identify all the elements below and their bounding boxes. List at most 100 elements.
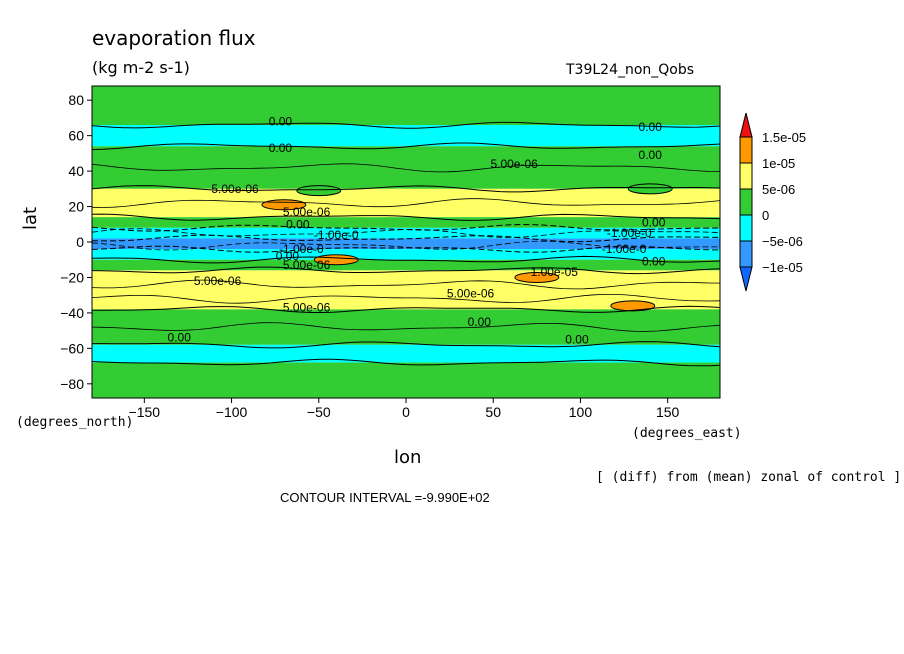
contour-line-12	[91, 358, 721, 367]
colorbar-label-1: 1e-05	[762, 156, 795, 171]
contour-labels: 0.00 0.000.000.005.00e-065.00e-065.00e-06…	[168, 114, 666, 346]
x-axis-label: lon	[394, 447, 422, 468]
colorbar-label-3: 0	[762, 208, 769, 223]
colorbar-label-0: 1.5e-05	[762, 130, 806, 145]
contour-label-3: 0.00	[639, 148, 663, 162]
colorbar-label-4: −5e-06	[762, 234, 803, 249]
x-tick-label-5: 100	[569, 404, 593, 420]
y-tick-label-8: 80	[68, 92, 84, 108]
contour-label-6: 5.00e-06	[283, 205, 331, 219]
x-units-label: (degrees_east)	[632, 426, 742, 441]
band-3	[92, 188, 720, 218]
contour-label-1: 0.00	[639, 120, 663, 134]
contour-label-21: 0.00	[168, 331, 192, 345]
y-tick-label-1: −60	[60, 340, 84, 356]
contour-label-11: 5.00e-06	[283, 258, 331, 272]
contour-line-6	[91, 234, 721, 243]
contour-lines	[91, 121, 721, 367]
contour-line-8	[91, 255, 721, 264]
y-tick-label-5: 20	[68, 199, 84, 215]
diff-note: [ (diff) from (mean) zonal of control ]	[596, 470, 902, 485]
experiment-label: T39L24_non_Qobs	[566, 62, 695, 78]
band-8	[92, 259, 720, 271]
chart-units: (kg m-2 s-1)	[92, 58, 190, 77]
band-7	[92, 249, 720, 260]
contour-line-1	[91, 121, 721, 129]
y-tick-label-2: −40	[60, 305, 84, 321]
contour-label-13: -1.00e-0	[607, 226, 652, 240]
colorbar-swatch-1	[739, 162, 753, 190]
contour-label-18: 5.00e-06	[447, 286, 495, 300]
contour-line-inner-1	[91, 198, 721, 208]
patch-4	[627, 183, 673, 195]
x-tick-label-1: −100	[216, 404, 248, 420]
contour-line-inner-5	[91, 294, 721, 304]
contour-line-2	[91, 142, 721, 151]
contour-label-2: 0.00	[269, 141, 293, 155]
contour-line-inner-6	[91, 322, 721, 332]
contour-label-10: 0.00	[276, 249, 300, 263]
colorbar-label-5: −1e-05	[762, 260, 803, 275]
y-axis-label: lat	[20, 206, 41, 230]
y-tick-label-4: 0	[76, 234, 84, 250]
contour-label-8: -1.00e-0	[314, 228, 359, 242]
contour-label-4: 5.00e-06	[490, 157, 538, 171]
contour-label-9: -1.00e-0	[279, 242, 324, 256]
contour-line-9	[91, 266, 721, 275]
axes: −150 −100 −50 0 50 100 150 −80 −60 −40 −20 0 20 40 60 8…	[60, 85, 721, 420]
contour-label-7: 0.00	[286, 217, 310, 231]
contour-line-5	[91, 223, 721, 232]
band-4	[92, 217, 720, 228]
x-tick-label-3: 0	[402, 404, 410, 420]
contour-label-14: -1.00e-0	[602, 242, 647, 256]
contour-label-15: 0.00	[642, 255, 666, 269]
y-tick-label-0: −80	[60, 376, 84, 392]
contour-label-5: 5.00e-06	[211, 182, 259, 196]
contour-line-inner-3	[91, 240, 720, 251]
contour-line-inner-4	[91, 279, 721, 290]
colorbar: 1.5e-05 1e-05 5e-06 0 −5e-06 −1e-05	[739, 112, 806, 292]
contour-line-11	[92, 341, 721, 349]
contour-label-0: 0.00	[269, 114, 293, 128]
x-tick-label-0: −150	[129, 404, 161, 420]
y-units-label: (degrees_north)	[16, 415, 134, 430]
colorbar-swatch-3	[739, 214, 753, 242]
band-1	[92, 125, 720, 147]
band-6	[92, 238, 720, 250]
contour-interval: CONTOUR INTERVAL =-9.990E+02	[280, 490, 490, 505]
patch-2	[514, 271, 560, 283]
contour-label-16: 1.00e-05	[531, 265, 579, 279]
y-tick-label-3: −20	[60, 269, 84, 285]
contour-label-19: 5.00e-06	[283, 301, 331, 315]
band-11	[92, 344, 720, 363]
patch-5	[296, 185, 342, 197]
colorbar-bottom-arrow	[739, 266, 753, 292]
plot-area	[92, 86, 720, 398]
chart-title: evaporation flux	[92, 26, 256, 50]
contour-line-7	[91, 245, 721, 253]
colorbar-swatch-0	[739, 136, 753, 164]
contour-line-10	[91, 305, 721, 313]
contour-line-inner-0	[91, 163, 721, 173]
contour-label-17: 5.00e-06	[194, 274, 242, 288]
band-5	[92, 227, 720, 239]
x-tick-label-2: −50	[307, 404, 331, 420]
contour-line-inner-2	[91, 228, 721, 238]
contour-label-20: 0.00	[468, 315, 492, 329]
colorbar-swatch-4	[739, 240, 753, 268]
x-tick-label-4: 50	[485, 404, 501, 420]
colorbar-label-2: 5e-06	[762, 182, 795, 197]
x-tick-label-6: 150	[656, 404, 680, 420]
contour-label-22: 0.00	[565, 333, 589, 347]
colorbar-top-arrow	[739, 112, 753, 138]
contour-label-12: 0.00	[642, 216, 666, 230]
y-tick-label-7: 60	[68, 128, 84, 144]
colorbar-swatch-2	[739, 188, 753, 216]
band-10	[92, 309, 720, 345]
y-tick-label-6: 40	[68, 163, 84, 179]
band-12	[92, 362, 720, 398]
contour-line-3	[91, 185, 721, 193]
band-2	[92, 146, 720, 189]
band-0	[92, 86, 720, 125]
